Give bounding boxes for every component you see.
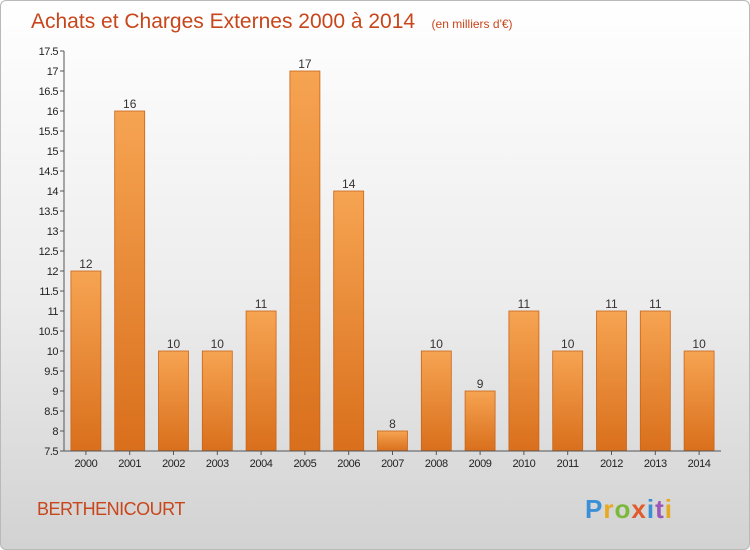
y-tick-label: 15 [47,146,59,158]
bar-2004 [245,310,277,452]
bar-2001 [114,110,146,452]
bar-2011 [552,350,584,452]
y-tick-label: 13 [47,226,59,238]
value-label-2011: 10 [561,337,575,351]
x-tick-label-2009: 2009 [469,458,492,470]
x-tick-label-2004: 2004 [250,458,273,470]
y-tick-label: 12.5 [39,246,59,258]
x-tick-label-2000: 2000 [74,458,97,470]
y-tick-label: 9 [52,386,58,398]
x-tick-label-2013: 2013 [644,458,667,470]
y-tick-label: 14.5 [39,166,59,178]
value-label-2013: 11 [649,297,662,311]
commune-name: BERTHENICOURT [37,499,185,519]
y-tick-label: 14 [47,186,59,198]
y-tick-label: 17 [47,66,59,78]
y-tick-label: 16.5 [39,86,59,98]
value-label-2003: 10 [211,337,225,351]
chart-subtitle: (en milliers d'€) [432,17,513,31]
value-label-2014: 10 [692,337,706,351]
logo-letter: i [647,494,655,524]
y-tick-label: 9.5 [44,366,58,378]
x-tick-label-2005: 2005 [293,458,316,470]
bar-2005 [289,70,321,452]
x-tick-label-2001: 2001 [118,458,141,470]
proxiti-logo: Proxiti [585,494,673,524]
y-tick-label: 11.5 [39,286,58,298]
bar-2007 [377,430,408,452]
value-label-2006: 14 [342,177,356,191]
x-tick-label-2007: 2007 [381,458,404,470]
logo-letter: r [603,494,614,524]
x-tick-label-2014: 2014 [688,458,711,470]
value-label-2010: 11 [518,297,531,311]
y-tick-label: 13.5 [39,206,59,218]
bar-2002 [158,350,189,452]
value-label-2004: 11 [255,297,268,311]
y-tick-label: 17.5 [39,46,59,58]
logo-letter: i [665,494,673,524]
x-tick-label-2002: 2002 [162,458,185,470]
chart-title: Achats et Charges Externes 2000 à 2014 (… [31,10,513,33]
y-tick-label: 15.5 [39,126,59,138]
value-label-2009: 9 [477,377,484,391]
x-tick-label-2003: 2003 [206,458,229,470]
chart-title-text: Achats et Charges Externes 2000 à 2014 [31,10,415,33]
y-axis: 7.5 8 8.5 9 9.5 10 10.5 11 11.5 12 12.5 13 13.5 14 14.… [39,46,65,458]
value-labels: 12 16 10 10 11 17 14 8 10 9 11 10 11 11 10 [79,57,706,431]
logo-letter: t [655,494,665,524]
bars [70,70,715,452]
bar-2012 [596,310,627,452]
bar-2003 [201,350,233,452]
bar-2009 [464,390,496,452]
y-tick-label: 7.5 [44,446,58,458]
x-axis: 2000 2001 2002 2003 2004 2005 2006 2007 2008 2009… [64,450,721,470]
value-label-2008: 10 [430,337,444,351]
x-tick-label-2006: 2006 [337,458,360,470]
bar-2014 [683,350,715,452]
bar-2013 [639,310,671,452]
y-tick-label: 16 [47,106,59,118]
y-tick-label: 11 [48,306,59,318]
bar-2000 [70,270,102,452]
value-label-2007: 8 [389,417,396,431]
y-tick-label: 8 [52,426,58,438]
logo-letter: P [585,494,603,524]
bar-2006 [333,190,365,452]
y-tick-label: 10.5 [39,326,59,338]
value-label-2001: 16 [123,97,137,111]
y-tick-label: 12 [47,266,59,278]
y-tick-label: 8.5 [44,406,58,418]
bar-2008 [420,350,452,452]
y-tick-label: 10 [47,346,59,358]
value-label-2005: 17 [298,57,312,71]
x-tick-label-2008: 2008 [425,458,448,470]
value-label-2012: 11 [605,297,618,311]
logo-letter: x [631,494,646,524]
x-tick-label-2011: 2011 [557,458,579,470]
bar-2010 [508,310,540,452]
value-label-2002: 10 [167,337,181,351]
x-tick-label-2010: 2010 [512,458,535,470]
x-tick-label-2012: 2012 [600,458,623,470]
logo-letter: o [614,494,631,524]
value-label-2000: 12 [79,257,93,271]
